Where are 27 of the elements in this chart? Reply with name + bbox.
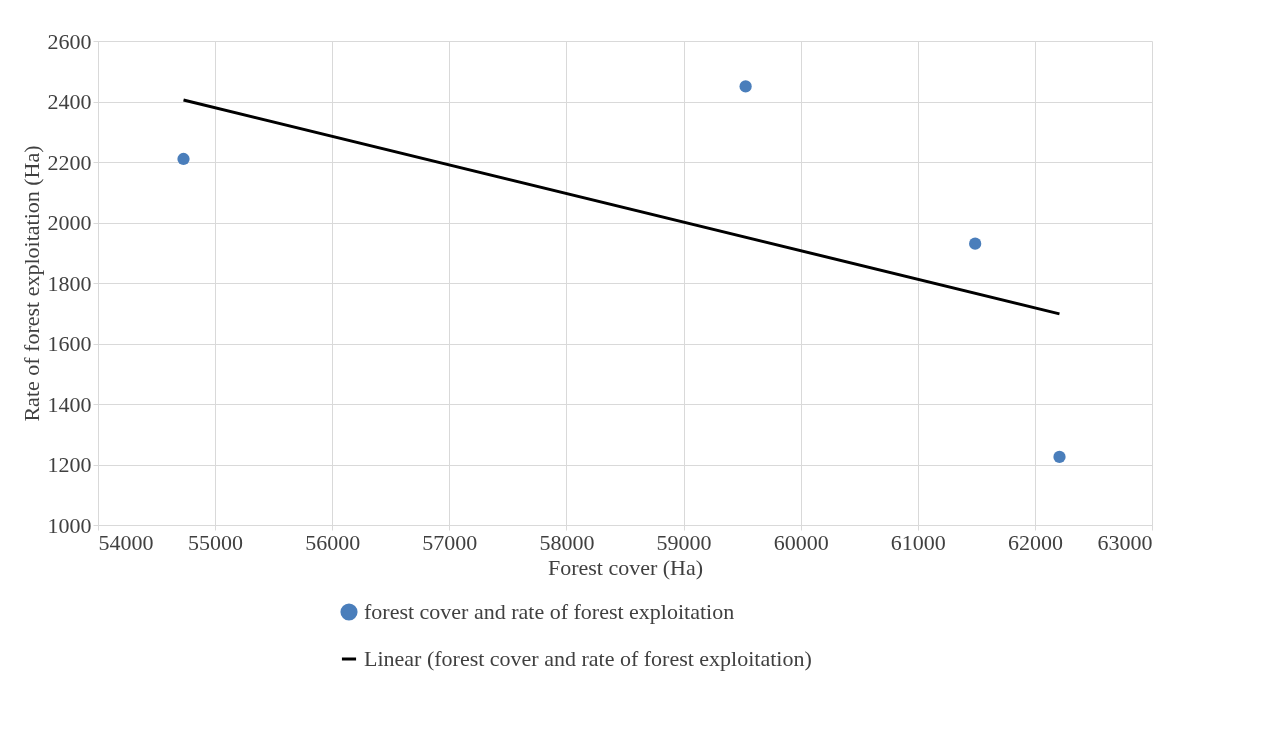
legend-label: forest cover and rate of forest exploitation bbox=[364, 599, 735, 624]
y-tick-label: 1000 bbox=[47, 512, 92, 538]
point bbox=[177, 152, 190, 166]
y-tick-label: 2000 bbox=[47, 210, 92, 235]
point bbox=[969, 237, 982, 250]
y-tick-label: 2400 bbox=[47, 89, 92, 114]
y-tick-label: 2600 bbox=[47, 28, 92, 54]
point bbox=[1053, 450, 1066, 464]
x-tick-label: 57000 bbox=[422, 529, 478, 555]
x-tick-label: 60000 bbox=[773, 529, 829, 555]
y-tick-label: 1600 bbox=[47, 331, 92, 356]
y-tick-label: 1800 bbox=[47, 270, 92, 296]
x-tick-label: 54000 bbox=[98, 529, 154, 555]
point bbox=[739, 80, 752, 93]
y-axis-title: Rate of forest exploitation (Ha) bbox=[18, 145, 44, 422]
x-axis-title: Forest cover (Ha) bbox=[547, 554, 704, 580]
x-tick-label: 56000 bbox=[305, 529, 361, 555]
y-tick-label: 1400 bbox=[47, 391, 92, 417]
x-tick-label: 59000 bbox=[656, 529, 712, 555]
x-tick-label: 63000 bbox=[1097, 529, 1153, 555]
y-tick-label: 2200 bbox=[47, 149, 92, 175]
x-tick-label: 62000 bbox=[1007, 529, 1063, 555]
legend-label: Linear (forest cover and rate of forest exploitation) bbox=[364, 646, 812, 671]
x-tick-label: 55000 bbox=[188, 529, 244, 555]
x-tick-label: 58000 bbox=[539, 529, 595, 555]
x-tick-label: 61000 bbox=[890, 529, 946, 555]
y-tick-label: 1200 bbox=[47, 452, 92, 477]
